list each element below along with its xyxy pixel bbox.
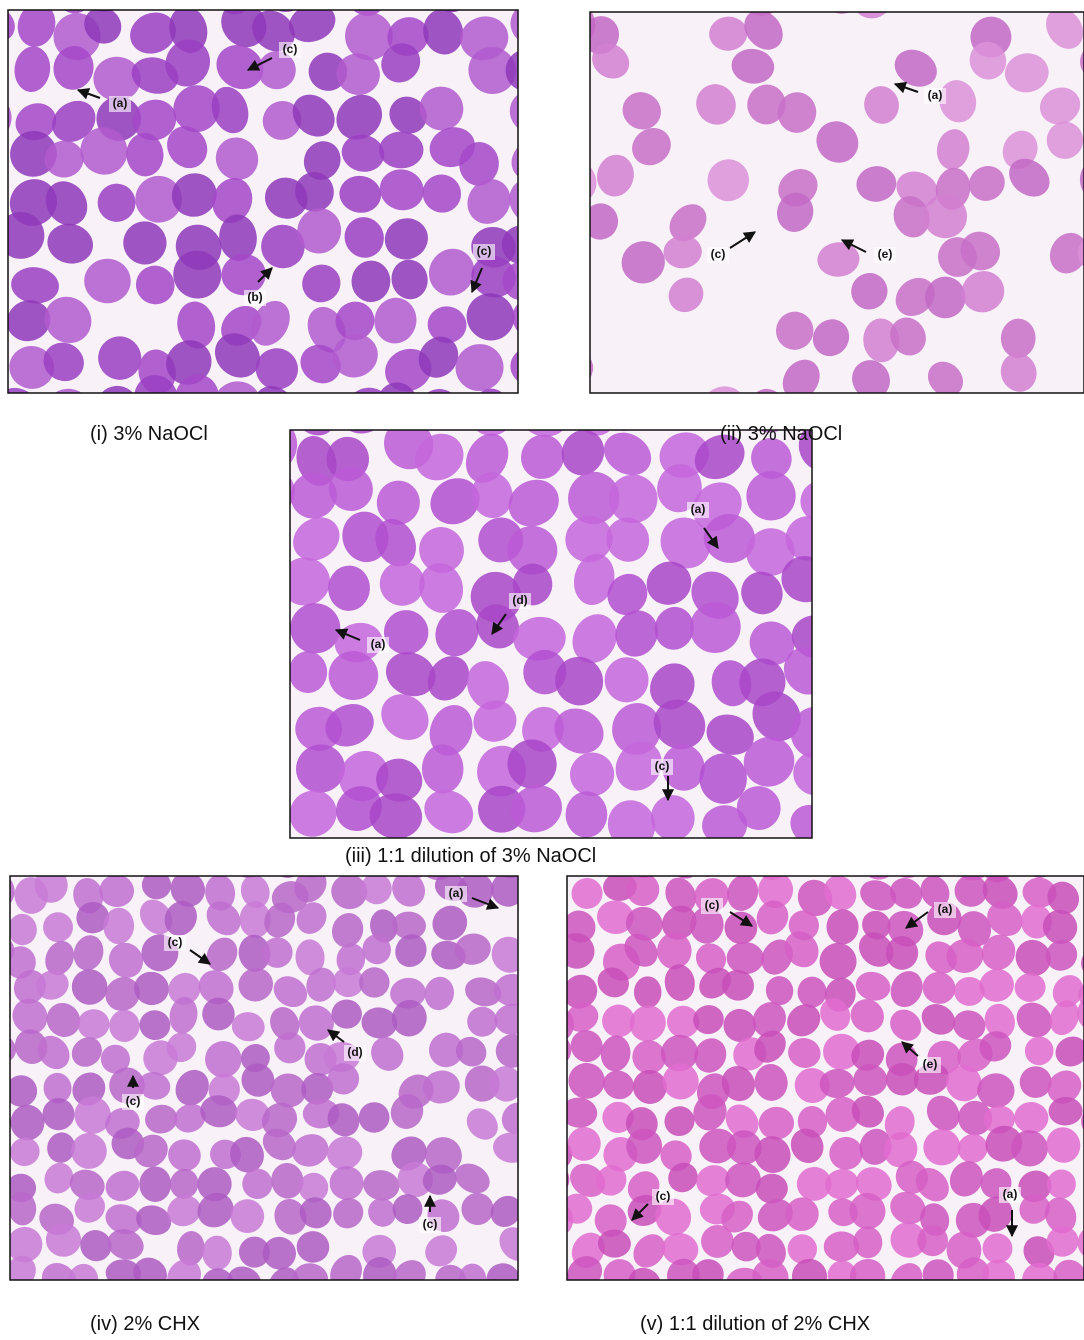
- red-blood-cell: [243, 750, 293, 801]
- red-blood-cell: [977, 1073, 1014, 1108]
- red-blood-cell: [0, 343, 7, 389]
- annotation-label: (d): [347, 1045, 362, 1059]
- red-blood-cell: [528, 1221, 571, 1264]
- micrograph-image: [544, 0, 1084, 439]
- red-blood-cell: [529, 1258, 572, 1300]
- annotation-label: (c): [126, 1094, 141, 1108]
- micrograph-panel: (a) (c) (e): [544, 0, 1084, 439]
- red-blood-cell: [418, 389, 461, 436]
- annotation-label: (c): [423, 1217, 438, 1231]
- annotation-label: (a): [928, 88, 943, 102]
- red-blood-cell: [0, 841, 7, 883]
- red-blood-cell: [242, 466, 296, 517]
- red-blood-cell: [634, 976, 662, 1008]
- annotation-label: (b): [247, 290, 262, 304]
- red-blood-cell: [822, 836, 866, 880]
- red-blood-cell: [237, 556, 282, 607]
- red-blood-cell: [228, 609, 291, 671]
- red-blood-cell: [0, 169, 6, 217]
- red-blood-cell: [46, 1223, 81, 1257]
- panel-caption: (v) 1:1 dilution of 2% CHX: [640, 1313, 870, 1335]
- red-blood-cell: [333, 967, 364, 997]
- red-blood-cell: [591, 837, 628, 877]
- red-blood-cell: [1037, 828, 1084, 877]
- red-blood-cell: [379, 131, 423, 168]
- annotation-label: (c): [477, 244, 492, 258]
- panel-caption: (iii) 1:1 dilution of 3% NaOCl: [345, 845, 596, 867]
- annotation-label: (c): [168, 935, 183, 949]
- figure: (a)(c)(b)(c)(a)(c)(e)(a)(d)(a)(c)(a)(c)(…: [0, 0, 1084, 1340]
- annotation-label: (c): [656, 1189, 671, 1203]
- red-blood-cell: [667, 841, 703, 880]
- annotation-label: (a): [938, 902, 953, 916]
- red-blood-cell: [534, 942, 563, 975]
- red-blood-cell: [856, 397, 896, 434]
- red-blood-cell: [69, 834, 105, 872]
- micrograph-panel: (a) (c) (b) (c): [0, 0, 564, 439]
- red-blood-cell: [726, 834, 769, 876]
- red-blood-cell: [289, 651, 327, 693]
- annotation-label: (d): [512, 593, 527, 607]
- red-blood-cell: [891, 394, 929, 439]
- red-blood-cell: [532, 1062, 568, 1097]
- red-blood-cell: [0, 47, 6, 94]
- red-blood-cell: [0, 1005, 10, 1048]
- panel-caption: (i) 3% NaOCl: [90, 423, 208, 445]
- red-blood-cell: [530, 1160, 572, 1201]
- red-blood-cell: [544, 273, 588, 310]
- annotation-label: (c): [711, 247, 726, 261]
- annotation-label: (c): [705, 898, 720, 912]
- red-blood-cell: [240, 659, 289, 713]
- annotation-label: (e): [923, 1057, 938, 1071]
- annotation-label: (a): [449, 886, 464, 900]
- micrograph-panel: (c) (a) (e) (c) (a): [522, 828, 1084, 1306]
- red-blood-cell: [886, 936, 918, 970]
- red-blood-cell: [96, 827, 147, 878]
- red-blood-cell: [224, 695, 290, 761]
- annotation-label: (c): [655, 759, 670, 773]
- micrograph-image: [522, 828, 1084, 1306]
- red-blood-cell: [935, 0, 972, 10]
- red-blood-cell: [0, 1165, 7, 1198]
- red-blood-cell: [531, 867, 572, 910]
- red-blood-cell: [0, 834, 43, 879]
- red-blood-cell: [166, 841, 209, 880]
- micrograph-image: [0, 0, 564, 439]
- panel-caption: (iv) 2% CHX: [90, 1313, 200, 1335]
- red-blood-cell: [239, 800, 283, 848]
- red-blood-cell: [522, 1093, 572, 1143]
- annotation-label: (a): [371, 637, 386, 651]
- red-blood-cell: [42, 834, 81, 871]
- red-blood-cell: [0, 263, 1, 308]
- annotation-label: (a): [691, 502, 706, 516]
- red-blood-cell: [0, 904, 10, 943]
- panel-caption: (ii) 3% NaOCl: [720, 423, 842, 445]
- annotation-label: (e): [878, 247, 893, 261]
- page: {"panels": [ {"caption": "(i) 3% NaOCl",…: [0, 0, 1084, 1340]
- red-blood-cell: [544, 196, 595, 247]
- annotation-label: (a): [1003, 1187, 1018, 1201]
- red-blood-cell: [917, 847, 955, 880]
- micrograph-panel: (a) (c) (d) (c) (c): [0, 827, 539, 1309]
- red-blood-cell: [532, 905, 571, 945]
- red-blood-cell: [132, 834, 174, 878]
- red-blood-cell: [243, 526, 295, 575]
- annotation-label: (a): [113, 96, 128, 110]
- annotation-label: (c): [283, 42, 298, 56]
